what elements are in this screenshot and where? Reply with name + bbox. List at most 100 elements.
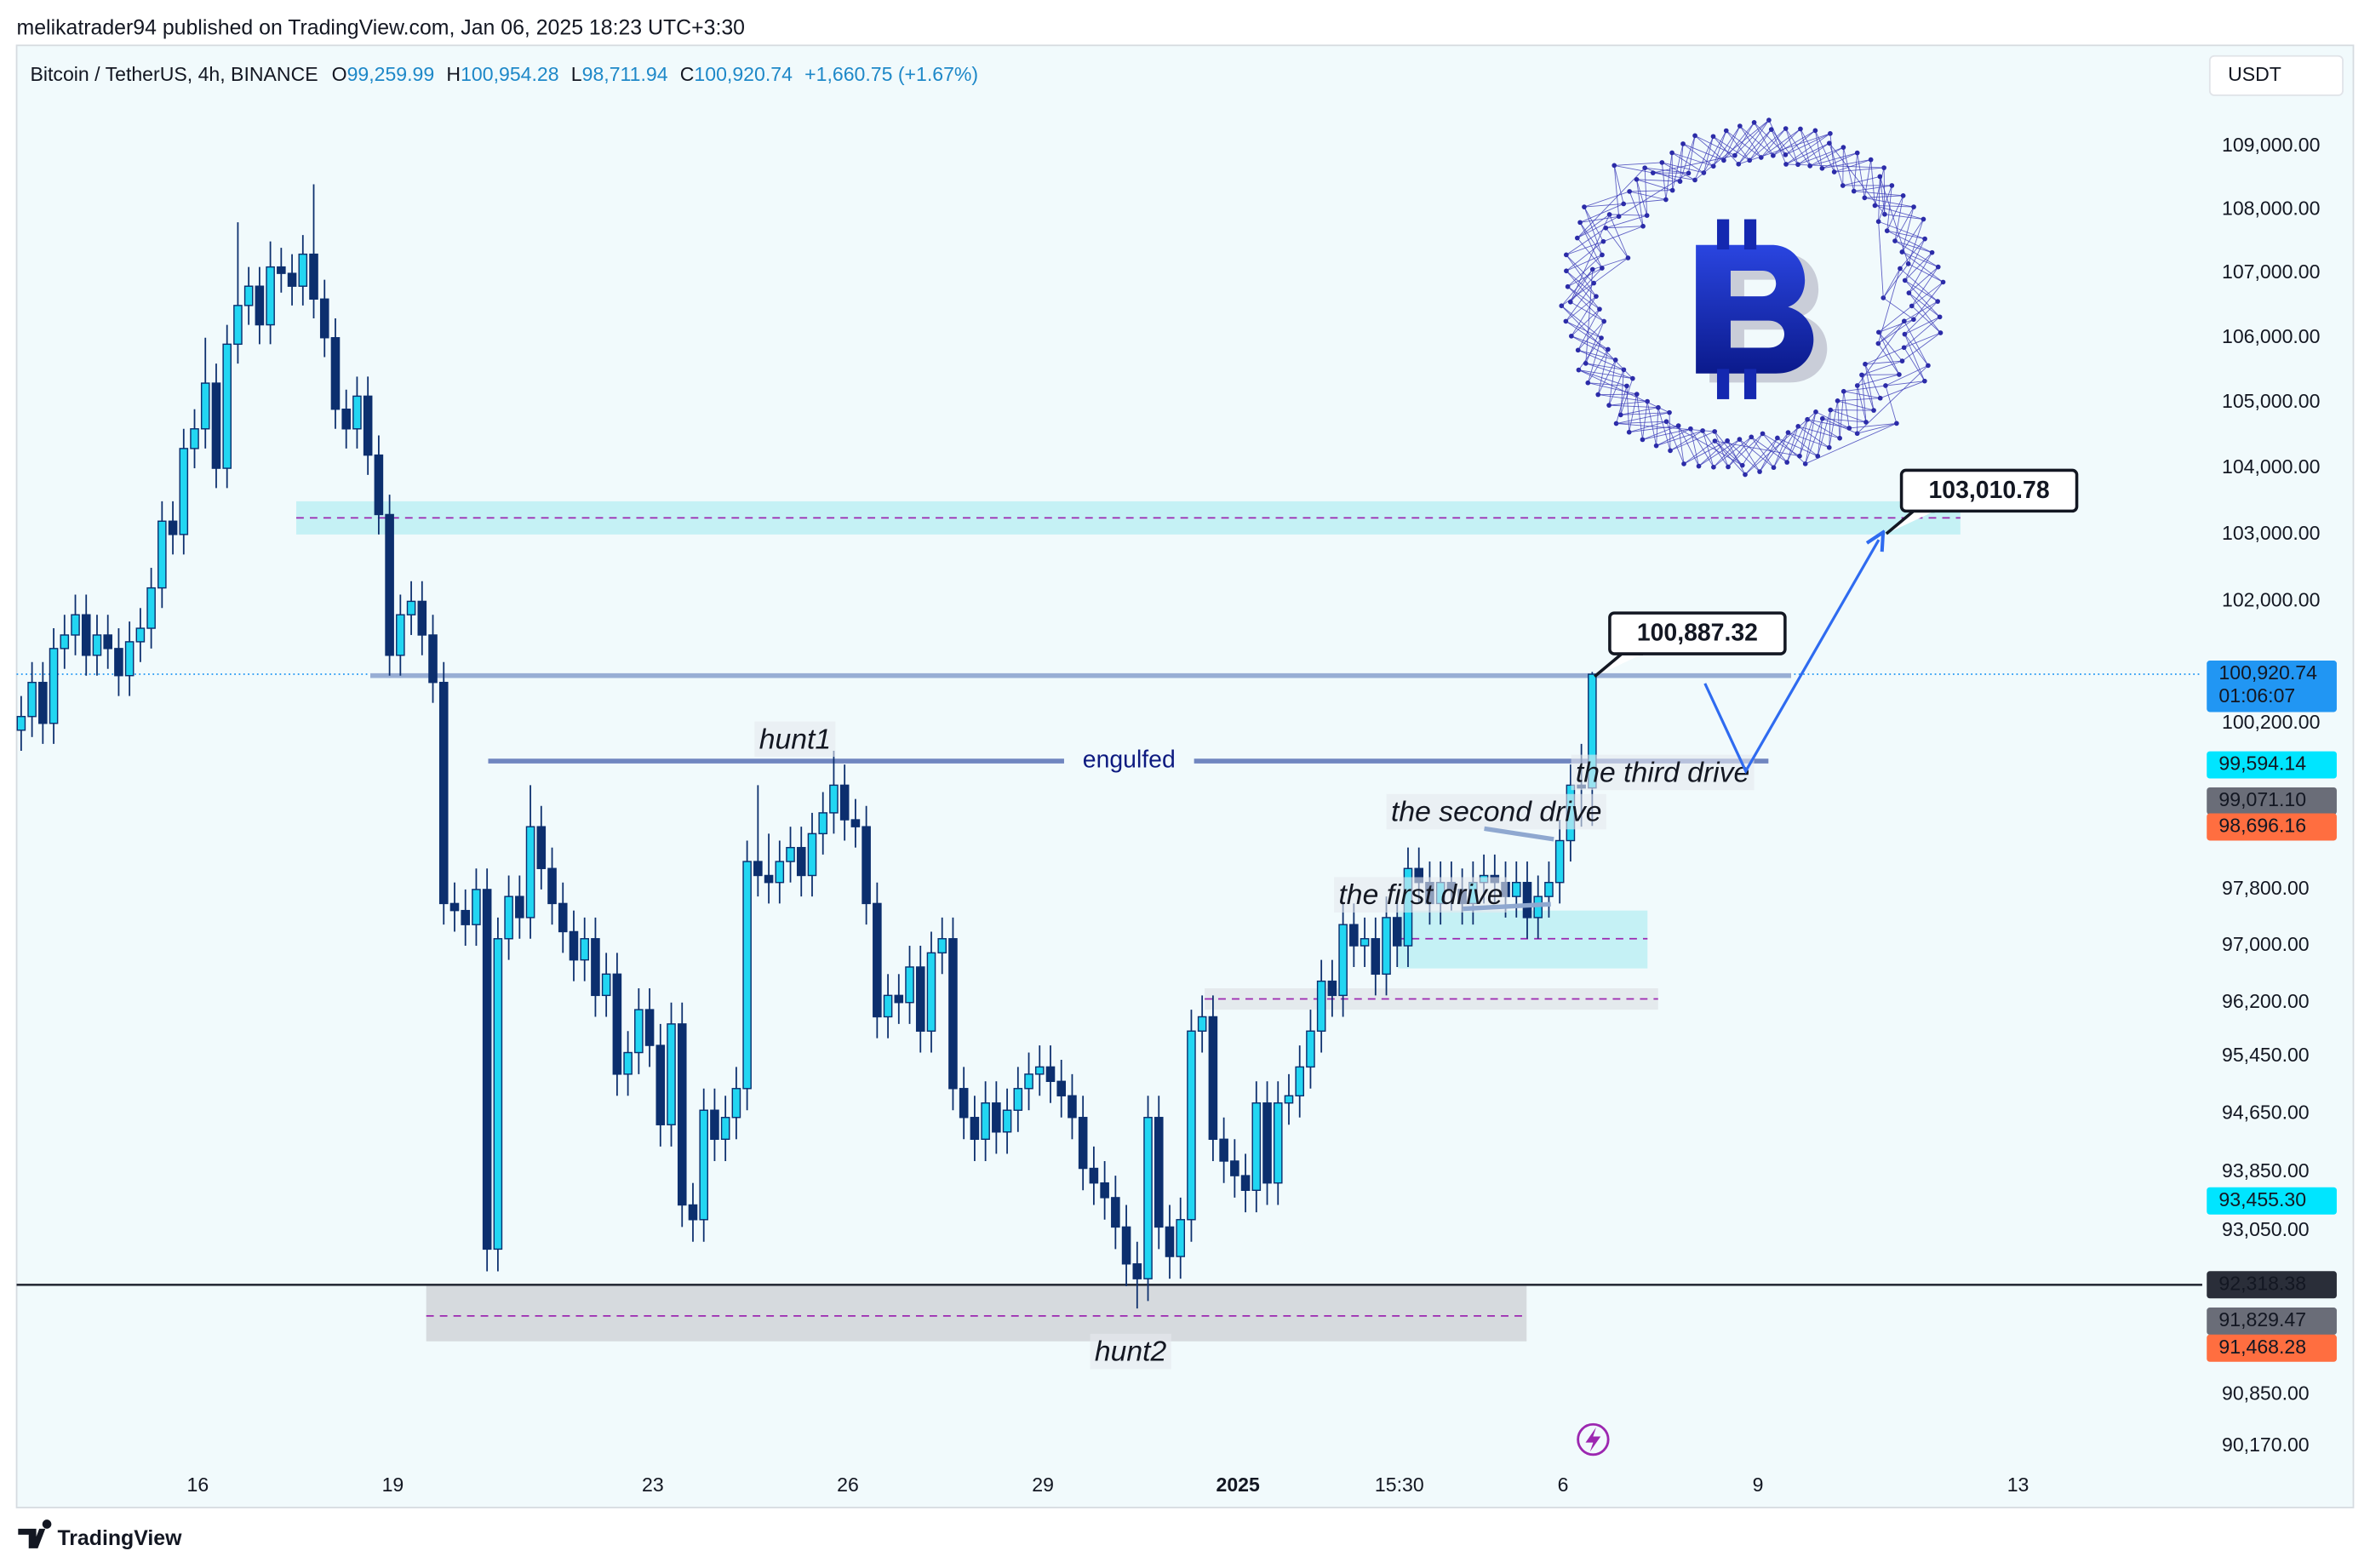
logo-node bbox=[1737, 123, 1743, 129]
logo-link bbox=[1713, 438, 1740, 468]
logo-node bbox=[1696, 463, 1702, 469]
price-badge-label: 92,318.38 bbox=[2218, 1272, 2306, 1294]
logo-node bbox=[1940, 279, 1946, 285]
callout-box bbox=[1899, 468, 2079, 513]
candle-body bbox=[818, 812, 828, 835]
candle-body bbox=[775, 861, 785, 884]
logo-link bbox=[1884, 214, 1924, 220]
candle-body bbox=[374, 454, 384, 516]
logo-node bbox=[1926, 363, 1931, 369]
ohlc-key: C bbox=[680, 63, 695, 85]
y-tick-label: 104,000.00 bbox=[2222, 455, 2320, 478]
candle-body bbox=[146, 587, 156, 629]
candle-body bbox=[38, 681, 48, 724]
logo-node bbox=[1565, 283, 1571, 289]
logo-link bbox=[1597, 349, 1609, 395]
logo-link bbox=[1822, 418, 1867, 423]
logo-link bbox=[1570, 301, 1605, 322]
candle-body bbox=[330, 337, 341, 410]
logo-node bbox=[1749, 434, 1755, 440]
logo-link bbox=[1713, 136, 1739, 165]
logo-link bbox=[1738, 133, 1831, 165]
logo-link bbox=[1901, 219, 1924, 253]
drive-line bbox=[1463, 901, 1551, 912]
logo-link bbox=[1857, 374, 1900, 386]
logo-node bbox=[1721, 157, 1726, 163]
logo-node bbox=[1840, 145, 1846, 150]
event-icon[interactable] bbox=[1577, 1422, 1610, 1456]
logo-node bbox=[1875, 219, 1881, 225]
logo-node bbox=[1783, 126, 1789, 131]
logo-link bbox=[1904, 334, 1926, 381]
logo-link bbox=[1760, 129, 1801, 158]
logo-node bbox=[1807, 163, 1813, 169]
candle-body bbox=[222, 343, 232, 469]
candle-body bbox=[992, 1102, 1001, 1133]
candle-body bbox=[742, 861, 752, 1090]
candle-body bbox=[623, 1051, 633, 1075]
candle-body bbox=[926, 952, 936, 1032]
candle-body bbox=[688, 1204, 698, 1221]
logo-link bbox=[1577, 349, 1616, 361]
logo-node bbox=[1894, 421, 1899, 426]
logo-link bbox=[1786, 163, 1885, 169]
ohlc-key: L bbox=[571, 63, 582, 85]
logo-link bbox=[1698, 440, 1728, 466]
candle-body bbox=[124, 641, 135, 677]
candle-body bbox=[1511, 881, 1521, 897]
candle-body bbox=[580, 938, 589, 961]
logo-node bbox=[1597, 306, 1602, 312]
logo-link bbox=[1577, 237, 1603, 269]
price-badge bbox=[2207, 751, 2337, 779]
logo-link bbox=[1642, 401, 1648, 440]
logo-link bbox=[1863, 159, 1872, 198]
logo-node bbox=[1650, 170, 1656, 175]
candle-body bbox=[1262, 1102, 1272, 1184]
logo-link bbox=[1853, 152, 1858, 192]
logo-link bbox=[1579, 222, 1603, 269]
logo-link bbox=[1592, 257, 1629, 270]
logo-link bbox=[1570, 267, 1603, 303]
y-tick-label: 97,000.00 bbox=[2222, 933, 2310, 955]
logo-link bbox=[1908, 219, 1924, 265]
logo-link bbox=[1744, 438, 1778, 475]
logo-link bbox=[1885, 381, 1925, 386]
logo-node bbox=[1892, 238, 1898, 243]
y-tick-label: 106,000.00 bbox=[2222, 325, 2320, 347]
logo-link bbox=[1786, 419, 1808, 463]
logo-link bbox=[1744, 411, 1817, 475]
logo-link bbox=[1702, 430, 1729, 467]
candle-body bbox=[829, 784, 839, 814]
logo-node bbox=[1563, 318, 1569, 324]
logo-node bbox=[1872, 203, 1878, 209]
logo-link bbox=[1629, 191, 1644, 226]
logo-link bbox=[1739, 438, 1760, 472]
logo-link bbox=[1585, 321, 1605, 364]
logo-node bbox=[1630, 375, 1635, 381]
logo-link bbox=[1588, 382, 1627, 386]
logo-node bbox=[1600, 266, 1605, 271]
logo-link bbox=[1694, 119, 1770, 180]
logo-link bbox=[1899, 268, 1938, 302]
logo-link bbox=[1656, 428, 1692, 447]
candle-body bbox=[1111, 1197, 1120, 1228]
candle-body bbox=[948, 938, 958, 1090]
logo-link bbox=[1754, 122, 1774, 157]
logo-node bbox=[1785, 430, 1791, 435]
candle-body bbox=[894, 994, 904, 1004]
logo-link bbox=[1785, 142, 1830, 165]
logo-link bbox=[1714, 431, 1729, 467]
logo-link bbox=[1726, 130, 1762, 158]
logo-link bbox=[1578, 369, 1633, 380]
level-label: engulfed bbox=[1083, 747, 1176, 774]
logo-b-bar bbox=[1716, 369, 1730, 399]
logo-link bbox=[1577, 308, 1600, 351]
candle-body bbox=[905, 966, 914, 1004]
candle-body bbox=[114, 648, 123, 677]
logo-node bbox=[1909, 303, 1915, 309]
x-tick-label: 29 bbox=[1032, 1474, 1054, 1496]
candle-body bbox=[385, 513, 394, 656]
candle-body bbox=[1371, 938, 1381, 976]
candle-body bbox=[1002, 1109, 1012, 1133]
logo-link bbox=[1583, 203, 1624, 208]
